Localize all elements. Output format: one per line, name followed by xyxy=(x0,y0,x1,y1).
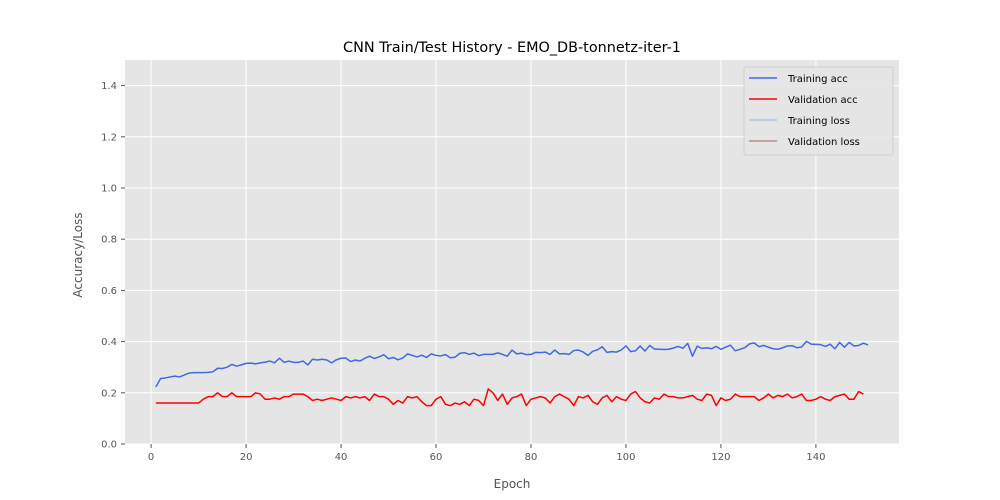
legend-label-training-loss: Training loss xyxy=(787,116,850,127)
y-axis-label: Accuracy/Loss xyxy=(71,212,85,297)
legend-label-validation-loss: Validation loss xyxy=(788,137,860,148)
y-tick-label: 1.0 xyxy=(101,184,117,195)
y-tick-label: 0.8 xyxy=(101,235,117,246)
x-tick-label: 40 xyxy=(335,452,348,463)
legend: Training acc Validation acc Training loss V… xyxy=(743,66,894,156)
legend-label-validation-acc: Validation acc xyxy=(788,95,858,106)
x-tick-label: 80 xyxy=(525,452,538,463)
x-tick-label: 120 xyxy=(711,452,730,463)
y-tick-label: 0.6 xyxy=(101,286,117,297)
series-line-training-acc xyxy=(155,340,869,388)
chart-title: CNN Train/Test History - EMO_DB-tonnetz-… xyxy=(343,40,681,56)
legend-label-training-acc: Training acc xyxy=(787,74,848,85)
x-tick-label: 0 xyxy=(148,452,154,463)
series-line-validation-acc xyxy=(155,388,864,407)
x-tick-label: 100 xyxy=(616,452,635,463)
x-tick-label: 60 xyxy=(430,452,443,463)
legend-box xyxy=(743,66,894,156)
y-tick-label: 1.4 xyxy=(101,81,117,92)
y-tick-label: 0.2 xyxy=(101,388,117,399)
x-axis-label: Epoch xyxy=(494,477,531,491)
y-tick-label: 0.0 xyxy=(101,440,117,451)
x-tick-label: 140 xyxy=(806,452,825,463)
x-tick-label: 20 xyxy=(240,452,253,463)
y-tick-label: 1.2 xyxy=(101,132,117,143)
y-tick-label: 0.4 xyxy=(101,337,117,348)
